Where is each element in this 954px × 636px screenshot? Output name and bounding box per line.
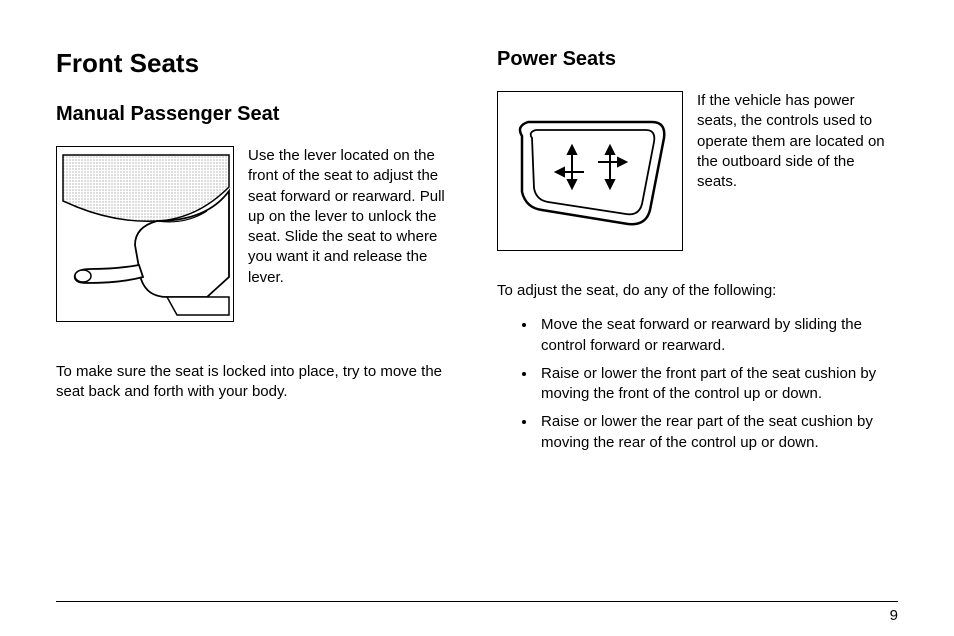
list-item: Raise or lower the rear part of the seat… [537,412,898,453]
sub-heading-manual: Manual Passenger Seat [56,103,457,126]
manual-seat-block: Use the lever located on the front of th… [56,146,457,322]
main-heading: Front Seats [56,48,457,79]
page-content: Front Seats Manual Passenger Seat [56,48,898,568]
power-seat-side-text: If the vehicle has power seats, the cont… [697,91,898,192]
left-column: Front Seats Manual Passenger Seat [56,48,457,568]
manual-seat-body-text: To make sure the seat is locked into pla… [56,362,457,403]
sub-heading-power: Power Seats [497,48,898,71]
manual-seat-lever-diagram [56,146,234,322]
power-seat-bullets: Move the seat forward or rearward by sli… [497,315,898,453]
power-seat-intro: To adjust the seat, do any of the follow… [497,281,898,301]
list-item: Move the seat forward or rearward by sli… [537,315,898,356]
right-column: Power Seats [497,48,898,568]
power-seat-block: If the vehicle has power seats, the cont… [497,91,898,251]
power-seat-control-diagram [497,91,683,251]
page-number: 9 [890,607,898,624]
footer-rule [56,601,898,602]
list-item: Raise or lower the front part of the sea… [537,364,898,405]
manual-seat-side-text: Use the lever located on the front of th… [248,146,457,288]
